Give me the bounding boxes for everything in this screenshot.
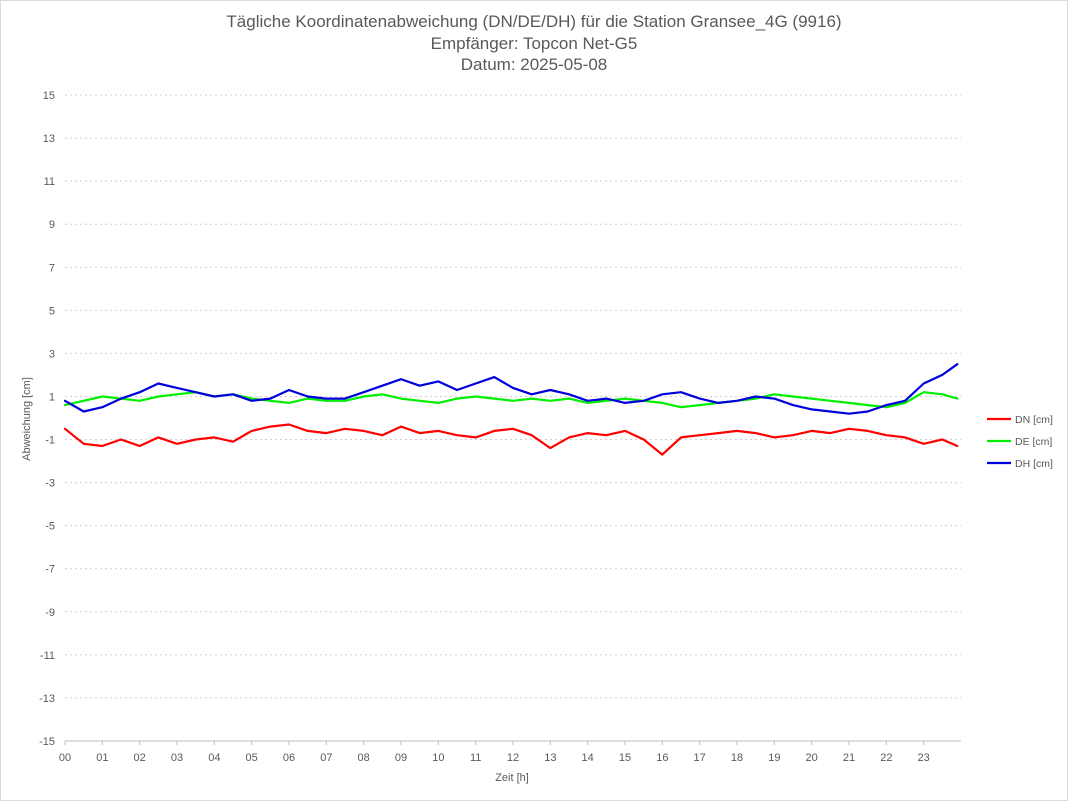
x-tick-label: 08 [358,752,370,764]
x-tick-label: 21 [843,752,855,764]
x-tick-label: 15 [619,752,631,764]
chart-title-block: Tägliche Koordinatenabweichung (DN/DE/DH… [1,11,1067,76]
grid-layer [65,94,961,742]
series-layer [63,363,959,456]
x-tick-label: 07 [320,752,332,764]
x-tick-label: 22 [880,752,892,764]
y-tick-label: -15 [39,736,55,748]
x-tick-label: 17 [694,752,706,764]
x-tick-label: 01 [96,752,108,764]
x-tick-label: 02 [134,752,146,764]
y-tick-label: 11 [44,176,55,188]
legend: DN [cm] DE [cm] DH [cm] [987,414,1053,470]
chart-subtitle-receiver: Empfänger: Topcon Net-G5 [430,33,638,53]
x-tick-label: 20 [806,752,818,764]
x-tick-label: 09 [395,752,407,764]
legend-label: DE [cm] [1015,436,1052,448]
y-tick-label: -11 [40,650,55,662]
y-tick-label: 5 [49,305,55,317]
series-line-de [63,391,959,409]
series-line-dn [63,423,959,456]
y-tick-label: -13 [39,693,55,705]
y-tick-label: 7 [49,262,55,274]
series-line-dh [63,363,959,415]
x-tick-label: 19 [768,752,780,764]
x-tick-label: 03 [171,752,183,764]
y-tick-label: -5 [45,521,55,533]
y-tick-label: -9 [45,607,55,619]
x-tick-label: 11 [470,752,481,764]
legend-label: DH [cm] [1015,458,1053,470]
y-tick-label: -3 [45,478,55,490]
x-tick-label: 05 [246,752,258,764]
x-tick-label: 18 [731,752,743,764]
y-tick-label: 3 [49,348,55,360]
y-tick-label: 13 [43,133,55,145]
chart-subtitle-date: Datum: 2025-05-08 [460,55,608,74]
x-tick-label: 16 [656,752,668,764]
x-tick-label: 06 [283,752,295,764]
x-tick-label: 10 [432,752,444,764]
y-tick-label: 9 [49,219,55,231]
x-tick-label: 04 [208,752,220,764]
y-tick-label: -1 [45,435,55,447]
y-axis-label: Abweichung [cm] [21,377,33,461]
x-tick-labels: 00 01 02 03 04 05 06 07 08 09 10 11 12 13 14 15 16 17 18 19… [59,741,930,764]
y-tick-labels: 15 13 11 9 7 5 3 1 -1 -3 -5 -7 -9 -11 -13 -15 [39,90,55,748]
y-tick-label: 1 [49,391,55,403]
x-tick-label: 00 [59,752,71,764]
x-tick-label: 23 [918,752,930,764]
x-tick-label: 13 [544,752,556,764]
x-axis-label: Zeit [h] [495,772,529,784]
y-tick-label: 15 [43,90,55,102]
y-tick-label: -7 [45,564,55,576]
legend-label: DN [cm] [1015,414,1053,426]
chart-title: Tägliche Koordinatenabweichung (DN/DE/DH… [226,12,842,31]
x-tick-label: 14 [582,752,594,764]
x-tick-label: 12 [507,752,519,764]
